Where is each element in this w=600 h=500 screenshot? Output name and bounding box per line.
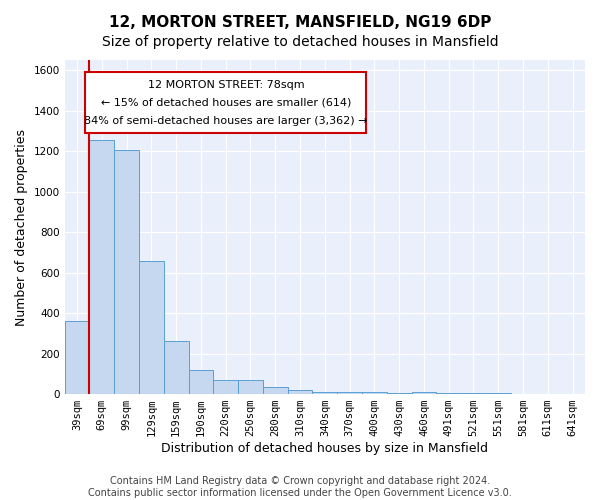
Text: 12 MORTON STREET: 78sqm: 12 MORTON STREET: 78sqm — [148, 80, 304, 90]
Text: Contains HM Land Registry data © Crown copyright and database right 2024.
Contai: Contains HM Land Registry data © Crown c… — [88, 476, 512, 498]
Bar — [65, 321, 89, 394]
Bar — [287, 390, 313, 394]
Bar — [164, 341, 188, 394]
Bar — [89, 140, 114, 394]
FancyBboxPatch shape — [85, 72, 367, 134]
Bar — [362, 392, 387, 394]
Text: Size of property relative to detached houses in Mansfield: Size of property relative to detached ho… — [101, 35, 499, 49]
Text: 12, MORTON STREET, MANSFIELD, NG19 6DP: 12, MORTON STREET, MANSFIELD, NG19 6DP — [109, 15, 491, 30]
Bar — [114, 150, 139, 394]
Y-axis label: Number of detached properties: Number of detached properties — [15, 128, 28, 326]
Bar — [188, 370, 214, 394]
Bar — [214, 380, 238, 394]
Bar — [337, 392, 362, 394]
Text: 84% of semi-detached houses are larger (3,362) →: 84% of semi-detached houses are larger (… — [84, 116, 368, 126]
Bar — [313, 392, 337, 394]
X-axis label: Distribution of detached houses by size in Mansfield: Distribution of detached houses by size … — [161, 442, 488, 455]
Bar — [139, 262, 164, 394]
Bar — [238, 380, 263, 394]
Text: ← 15% of detached houses are smaller (614): ← 15% of detached houses are smaller (61… — [101, 98, 351, 108]
Bar — [387, 393, 412, 394]
Bar — [412, 392, 436, 394]
Bar — [263, 387, 287, 394]
